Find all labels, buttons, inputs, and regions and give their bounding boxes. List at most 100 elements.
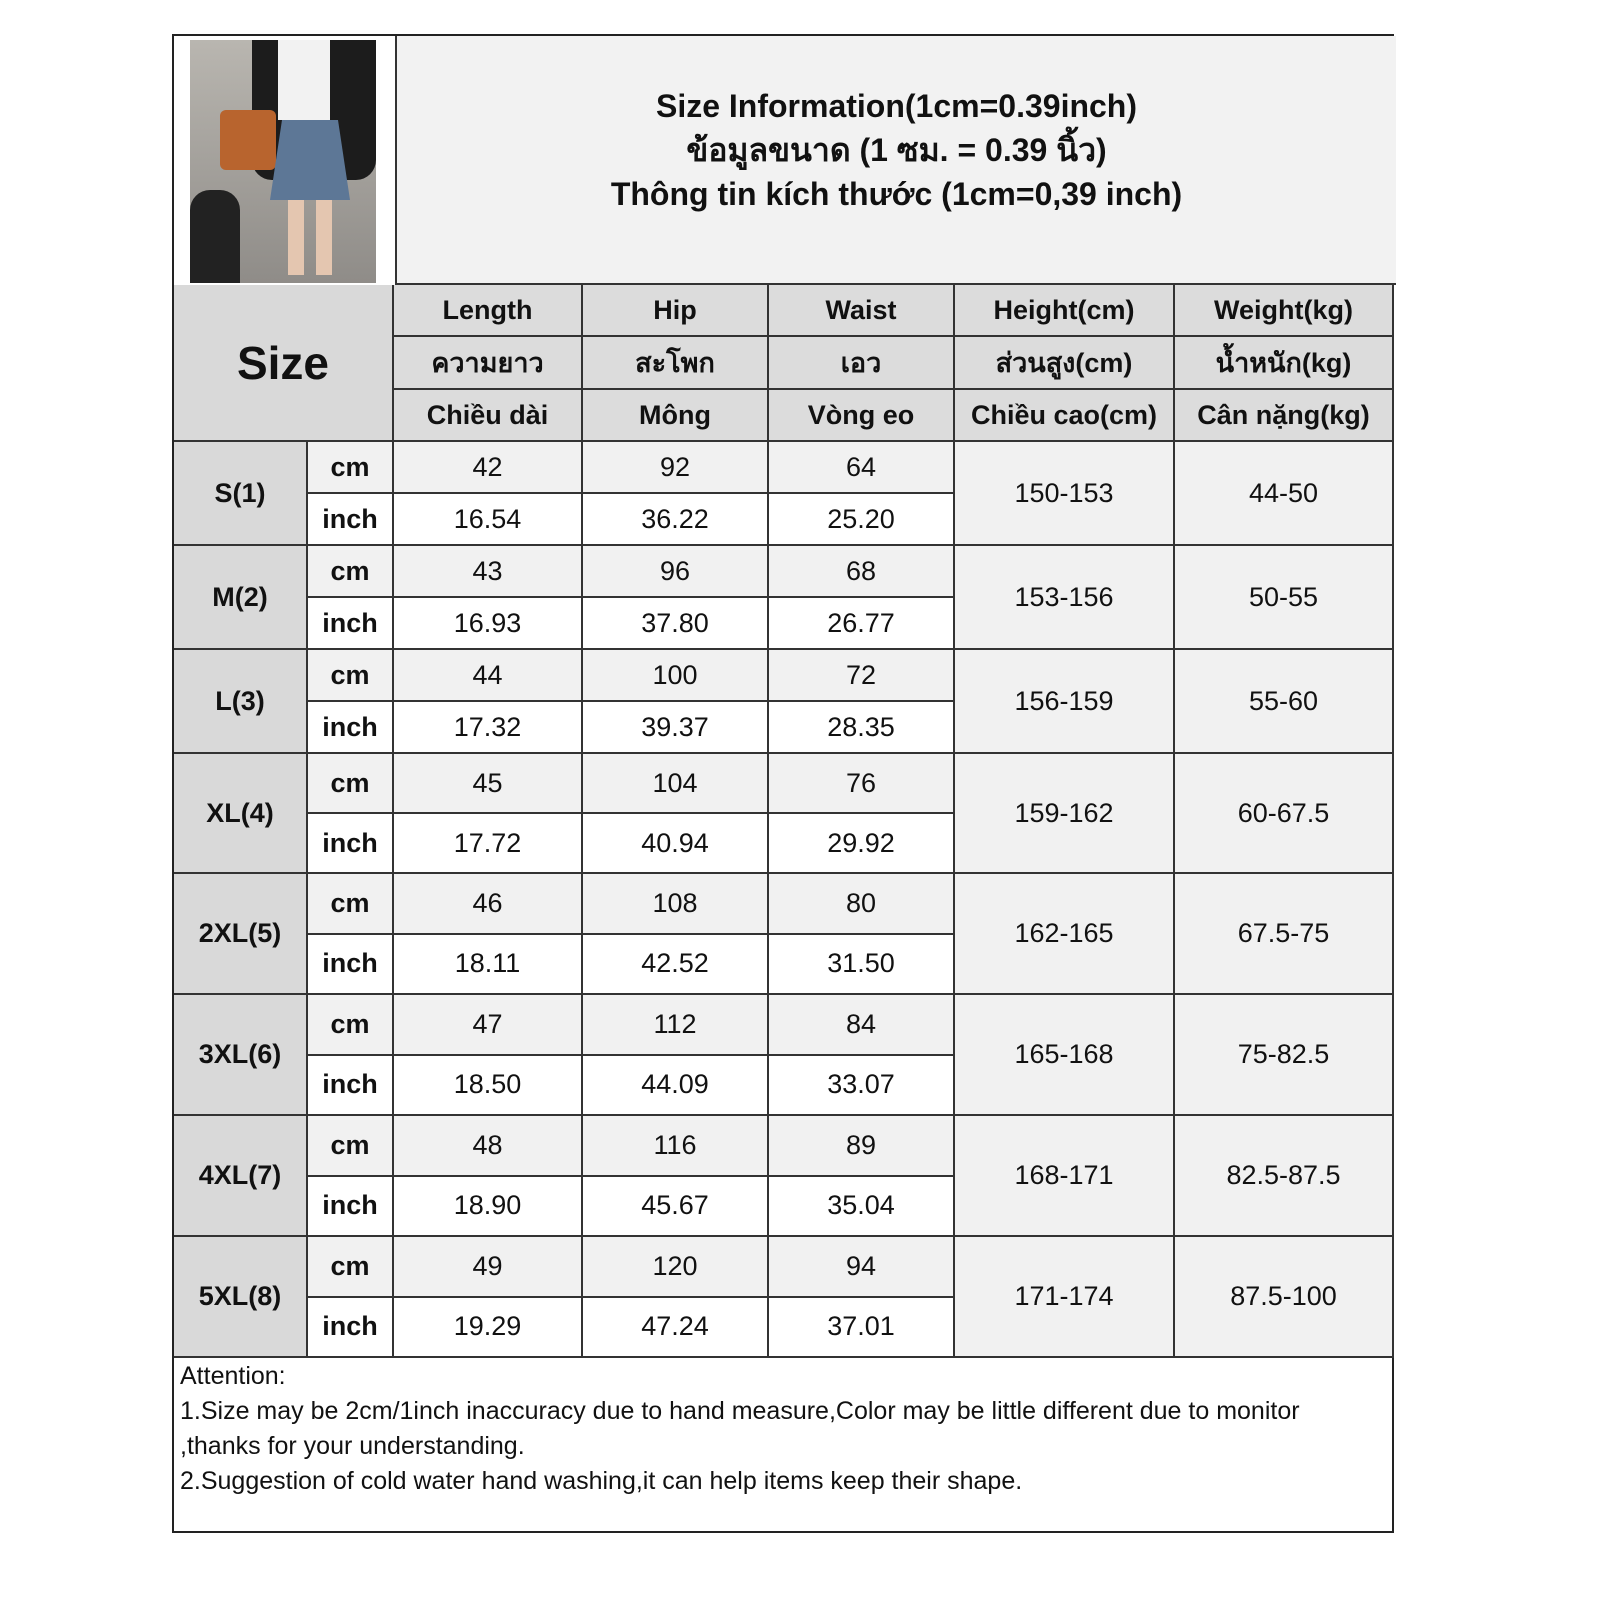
unit-inch: inch: [308, 934, 394, 995]
height-range: 153-156: [955, 546, 1175, 650]
value-inch: 18.50: [394, 1055, 583, 1116]
value-inch: 40.94: [583, 814, 769, 874]
value-cm: 104: [583, 754, 769, 814]
column-header-en: Hip: [583, 285, 769, 337]
value-cm: 112: [583, 995, 769, 1056]
height-range: 150-153: [955, 442, 1175, 546]
value-inch: 31.50: [769, 934, 955, 995]
value-cm: 72: [769, 650, 955, 702]
weight-range: 82.5-87.5: [1175, 1116, 1394, 1237]
value-cm: 46: [394, 874, 583, 935]
value-inch: 26.77: [769, 598, 955, 650]
unit-cm: cm: [308, 754, 394, 814]
weight-range: 60-67.5: [1175, 754, 1394, 874]
value-inch: 45.67: [583, 1176, 769, 1237]
value-cm: 44: [394, 650, 583, 702]
value-cm: 42: [394, 442, 583, 494]
unit-cm: cm: [308, 1237, 394, 1298]
size-label: L(3): [174, 650, 308, 754]
value-cm: 64: [769, 442, 955, 494]
unit-cm: cm: [308, 874, 394, 935]
height-range: 168-171: [955, 1116, 1175, 1237]
size-label: 2XL(5): [174, 874, 308, 995]
unit-inch: inch: [308, 598, 394, 650]
value-inch: 16.93: [394, 598, 583, 650]
value-cm: 94: [769, 1237, 955, 1298]
size-label: 5XL(8): [174, 1237, 308, 1358]
column-header-th: ส่วนสูง(cm): [955, 337, 1175, 390]
value-inch: 36.22: [583, 494, 769, 546]
height-range: 159-162: [955, 754, 1175, 874]
value-inch: 47.24: [583, 1297, 769, 1358]
size-chart: Size Information(1cm=0.39inch) ข้อมูลขนา…: [172, 34, 1396, 1533]
value-cm: 100: [583, 650, 769, 702]
height-range: 165-168: [955, 995, 1175, 1116]
unit-cm: cm: [308, 650, 394, 702]
column-header-en: Length: [394, 285, 583, 337]
chart-title: Size Information(1cm=0.39inch) ข้อมูลขนา…: [395, 36, 1396, 285]
value-cm: 120: [583, 1237, 769, 1298]
column-header-en: Height(cm): [955, 285, 1175, 337]
weight-range: 50-55: [1175, 546, 1394, 650]
value-inch: 28.35: [769, 702, 955, 754]
height-range: 162-165: [955, 874, 1175, 995]
value-inch: 19.29: [394, 1297, 583, 1358]
unit-inch: inch: [308, 494, 394, 546]
value-inch: 42.52: [583, 934, 769, 995]
value-cm: 48: [394, 1116, 583, 1177]
value-cm: 68: [769, 546, 955, 598]
value-cm: 108: [583, 874, 769, 935]
title-vietnamese: Thông tin kích thước (1cm=0,39 inch): [610, 175, 1183, 212]
value-cm: 84: [769, 995, 955, 1056]
unit-inch: inch: [308, 1297, 394, 1358]
column-header-vi: Vòng eo: [769, 390, 955, 442]
value-inch: 16.54: [394, 494, 583, 546]
column-header-en: Waist: [769, 285, 955, 337]
value-inch: 18.90: [394, 1176, 583, 1237]
value-inch: 17.72: [394, 814, 583, 874]
height-range: 171-174: [955, 1237, 1175, 1358]
value-cm: 116: [583, 1116, 769, 1177]
value-cm: 45: [394, 754, 583, 814]
column-header-vi: Cân nặng(kg): [1175, 390, 1394, 442]
value-inch: 33.07: [769, 1055, 955, 1116]
unit-cm: cm: [308, 442, 394, 494]
value-inch: 35.04: [769, 1176, 955, 1237]
value-inch: 39.37: [583, 702, 769, 754]
size-label: 3XL(6): [174, 995, 308, 1116]
column-header-th: ความยาว: [394, 337, 583, 390]
column-header-vi: Chiều cao(cm): [955, 390, 1175, 442]
column-header-vi: Mông: [583, 390, 769, 442]
value-cm: 47: [394, 995, 583, 1056]
title-english: Size Information(1cm=0.39inch): [655, 87, 1137, 124]
attention-note-2: 2.Suggestion of cold water hand washing,…: [180, 1467, 1023, 1495]
unit-cm: cm: [308, 995, 394, 1056]
unit-inch: inch: [308, 814, 394, 874]
size-label: S(1): [174, 442, 308, 546]
size-header: Size: [174, 285, 394, 442]
value-cm: 96: [583, 546, 769, 598]
column-header-th: เอว: [769, 337, 955, 390]
column-header-th: สะโพก: [583, 337, 769, 390]
value-inch: 37.80: [583, 598, 769, 650]
value-cm: 92: [583, 442, 769, 494]
size-label: 4XL(7): [174, 1116, 308, 1237]
value-cm: 49: [394, 1237, 583, 1298]
value-inch: 17.32: [394, 702, 583, 754]
weight-range: 87.5-100: [1175, 1237, 1394, 1358]
value-inch: 44.09: [583, 1055, 769, 1116]
product-photo: [190, 40, 376, 283]
column-header-vi: Chiều dài: [394, 390, 583, 442]
value-inch: 25.20: [769, 494, 955, 546]
weight-range: 55-60: [1175, 650, 1394, 754]
unit-inch: inch: [308, 702, 394, 754]
value-inch: 29.92: [769, 814, 955, 874]
height-range: 156-159: [955, 650, 1175, 754]
unit-cm: cm: [308, 1116, 394, 1177]
value-cm: 89: [769, 1116, 955, 1177]
value-inch: 37.01: [769, 1297, 955, 1358]
weight-range: 75-82.5: [1175, 995, 1394, 1116]
size-label: XL(4): [174, 754, 308, 874]
attention-notes: Attention: 1.Size may be 2cm/1inch inacc…: [174, 1356, 1392, 1502]
unit-cm: cm: [308, 546, 394, 598]
